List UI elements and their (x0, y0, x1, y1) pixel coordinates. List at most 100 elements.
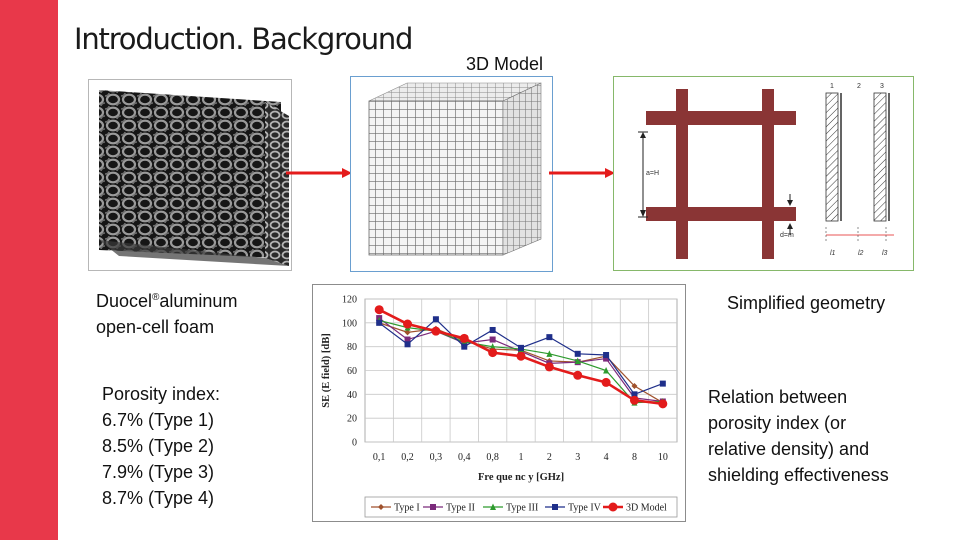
relation-line: relative density) and (708, 439, 870, 459)
data-point (516, 351, 526, 361)
porosity-heading: Porosity index: (102, 384, 221, 404)
horizontal-bar (646, 111, 796, 125)
y-tick-label: 40 (347, 390, 357, 401)
x-tick-label: 1 (519, 452, 524, 463)
x-tick-label: 3 (575, 452, 580, 463)
data-point (489, 336, 496, 343)
data-point (432, 316, 439, 323)
lattice-cube (368, 82, 542, 256)
layer-label-1: 1 (830, 83, 834, 90)
data-point (378, 504, 384, 510)
model-image (350, 76, 553, 272)
x-tick-label: 10 (658, 452, 668, 463)
x-axis-label: Fre que nc y [GHz] (478, 472, 564, 483)
relation-line: Relation between (708, 387, 848, 407)
accent-bar (0, 0, 58, 540)
layer-label-3: 3 (880, 83, 884, 90)
data-point (461, 343, 468, 350)
porosity-item: 8.7% (Type 4) (102, 488, 215, 508)
data-point (431, 326, 441, 336)
porosity-item: 6.7% (Type 1) (102, 410, 215, 430)
layer-slab (825, 92, 839, 222)
relation-line: porosity index (or (708, 413, 847, 433)
x-tick-label: 0,1 (373, 452, 386, 463)
porosity-list: Porosity index: 6.7% (Type 1) 8.5% (Type… (102, 381, 220, 511)
dimension-a-label: a=H (646, 170, 659, 177)
legend-label: Type I (394, 503, 420, 514)
legend-label: Type IV (568, 503, 602, 514)
data-point (608, 502, 618, 512)
data-point (546, 350, 553, 357)
slide-title: Introduction. Background (74, 22, 413, 56)
data-point (404, 336, 411, 343)
data-point (430, 504, 436, 510)
data-point (488, 348, 498, 358)
porosity-item: 8.5% (Type 2) (102, 436, 215, 456)
se-chart: 0 20 40 60 80 100 120 0,1 0,2 0,3 0,4 0,8 1 2 3 4 8 10 Fre… (312, 284, 686, 522)
data-point (459, 333, 469, 343)
y-tick-label: 80 (347, 342, 357, 353)
data-point (552, 504, 558, 510)
data-point (603, 355, 610, 362)
model-label: 3D Model (466, 54, 544, 74)
data-point (404, 341, 411, 348)
relation-text: Relation between porosity index (or rela… (708, 384, 938, 488)
foam-brand: Duocel (96, 291, 153, 311)
y-tick-label: 60 (347, 366, 357, 377)
arrow-right-icon (549, 168, 615, 178)
data-point (490, 503, 496, 510)
x-tick-label: 4 (604, 452, 609, 463)
legend-label: 3D Model (626, 503, 667, 514)
relation-line: shielding effectiveness (708, 465, 889, 485)
x-tick-label: 2 (547, 452, 552, 463)
data-point (658, 399, 668, 409)
geometry-diagram: a=H d=m 1 2 3 l1 l2 l3 (613, 76, 914, 271)
y-tick-label: 0 (352, 438, 357, 449)
data-point (659, 380, 666, 387)
x-tick-label: 0,3 (430, 452, 443, 463)
data-point (601, 377, 611, 387)
data-point (403, 319, 413, 329)
se-chart-svg: 0 20 40 60 80 100 120 0,1 0,2 0,3 0,4 0,8 1 2 3 4 8 10 Fre… (321, 295, 678, 518)
dimension-d-label: d=m (780, 232, 794, 239)
data-point (374, 305, 384, 315)
x-tick-label: 8 (632, 452, 637, 463)
foam-caption: Duocel®aluminum open-cell foam (96, 288, 237, 340)
x-tick-label: 0,2 (401, 452, 414, 463)
foam-material: aluminum (159, 291, 238, 311)
horizontal-bar (646, 207, 796, 221)
legend-label: Type II (446, 503, 475, 514)
l3-label: l3 (882, 250, 888, 257)
data-point (631, 382, 638, 389)
data-point (573, 370, 583, 380)
y-axis-label: SE (E field) [dB] (321, 333, 332, 407)
legend-label: Type III (506, 503, 538, 514)
foam-caption-line2: open-cell foam (96, 317, 215, 337)
data-point (603, 367, 610, 374)
data-point (574, 350, 581, 357)
geometry-drawing: a=H d=m 1 2 3 l1 l2 l3 (638, 83, 894, 259)
geometry-caption: Simplified geometry (727, 293, 886, 313)
data-point (404, 329, 411, 336)
data-point (518, 344, 524, 351)
x-tick-label: 0,8 (486, 452, 499, 463)
data-point (603, 352, 610, 359)
x-tick-label: 0,4 (458, 452, 471, 463)
legend-box (364, 496, 678, 518)
foam-photo (88, 79, 292, 271)
l1-label: l1 (830, 250, 836, 257)
porosity-item: 7.9% (Type 3) (102, 462, 215, 482)
data-point (489, 343, 496, 350)
layer-slab (873, 92, 887, 222)
data-point (631, 391, 638, 398)
y-tick-label: 100 (342, 318, 357, 329)
y-tick-label: 120 (342, 295, 357, 306)
foam-caption-line1: Duocel®aluminum (96, 288, 237, 314)
data-point (376, 319, 383, 326)
data-point (629, 395, 639, 405)
foam-image (99, 90, 289, 266)
data-point (574, 357, 581, 364)
arrow-right-icon (286, 168, 352, 178)
l2-label: l2 (858, 250, 864, 257)
data-point (546, 334, 553, 341)
